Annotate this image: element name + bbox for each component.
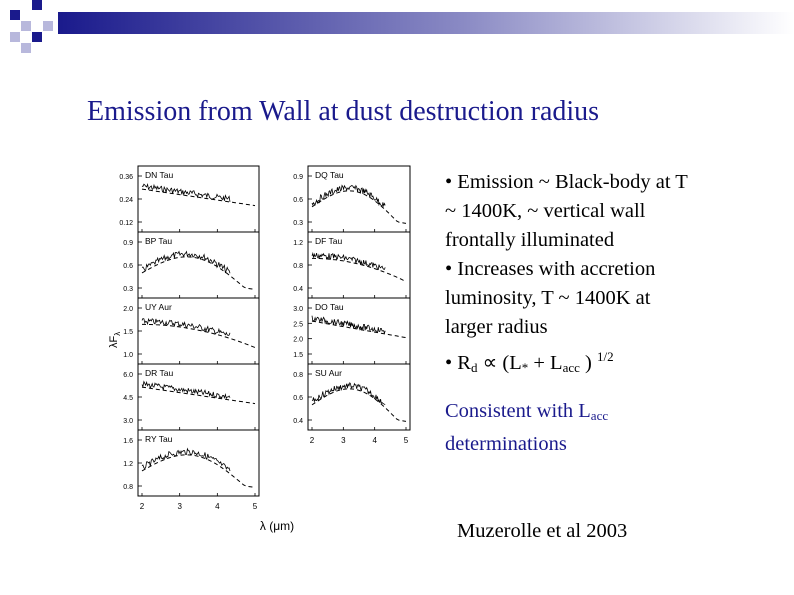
panel-label: DR Tau (145, 368, 173, 378)
spectrum-curve (312, 316, 406, 334)
spectrum-curve (142, 184, 255, 202)
deco-square (21, 43, 31, 53)
x-tick-label: 2 (140, 502, 145, 511)
x-tick-label: 3 (177, 502, 182, 511)
deco-square (10, 10, 20, 20)
y-tick-label: 6.0 (123, 372, 133, 379)
x-tick-label: 4 (372, 436, 377, 445)
model-curve (311, 190, 407, 224)
consistent-note: Consistent with Lacc determinations (445, 397, 608, 459)
consistent-sub: acc (590, 408, 609, 423)
panel-label: RY Tau (145, 434, 173, 444)
model-curve (142, 323, 256, 348)
y-tick-label: 3.0 (293, 306, 303, 313)
y-tick-label: 0.8 (123, 484, 133, 491)
y-tick-label: 0.6 (293, 197, 303, 204)
bullet-line: ~ 1400K, ~ vertical wall (445, 200, 646, 222)
model-curve (311, 388, 407, 422)
y-tick-label: 0.36 (119, 174, 133, 181)
sed-figure: DN Tau 0.36 0.24 0.12 BP Tau 0.9 0.6 0.3 UY Aur 2… (108, 165, 411, 533)
corner-decoration (10, 0, 794, 53)
x-tick-label: 4 (215, 502, 220, 511)
y-tick-label: 2.0 (293, 337, 303, 344)
y-tick-label: 1.2 (293, 240, 303, 247)
bullet-formula: • Rd ∝ (L* + Lacc ) 1/2 (445, 342, 745, 382)
y-tick-label: 4.5 (123, 395, 133, 402)
top-bar (58, 12, 794, 34)
y-tick-label: 0.3 (293, 220, 303, 227)
panel-label: SU Aur (315, 368, 342, 378)
spectrum-curve (142, 319, 255, 348)
formula-acc-sub: acc (562, 360, 580, 375)
model-curve (141, 256, 256, 290)
spectrum-curve (142, 449, 255, 490)
formula-close: ) (579, 352, 592, 374)
model-curve (141, 454, 256, 488)
y-tick-label: 0.8 (293, 263, 303, 270)
y-tick-label: 0.4 (293, 418, 303, 425)
panel-label: DF Tau (315, 236, 343, 246)
y-tick-label: 1.6 (123, 438, 133, 445)
formula-exponent: 1/2 (596, 349, 614, 364)
formula-r: • R (445, 352, 471, 374)
panel-label: DN Tau (145, 170, 173, 180)
y-tick-label: 0.9 (293, 174, 303, 181)
y-tick-label: 0.6 (293, 395, 303, 402)
y-tick-label: 0.12 (119, 220, 133, 227)
formula-r-sub: d (470, 360, 478, 375)
model-curve (141, 188, 256, 207)
bullet-line: larger radius (445, 316, 548, 338)
y-axis-label: λFλ (108, 332, 122, 348)
y-tick-label: 1.5 (293, 352, 303, 359)
bullet-line: • Emission ~ Black-body at T (445, 171, 688, 193)
deco-square (32, 0, 42, 10)
bullet-line: luminosity, T ~ 1400K at (445, 287, 651, 309)
panel-label: BP Tau (145, 236, 172, 246)
panel-label: DO Tau (315, 302, 344, 312)
y-tick-label: 1.0 (123, 352, 133, 359)
y-tick-label: 0.6 (123, 263, 133, 270)
x-axis-label: λ (μm) (260, 519, 294, 533)
deco-square (43, 21, 53, 31)
deco-square (10, 32, 20, 42)
spectrum-curve (142, 252, 255, 287)
deco-square (21, 21, 31, 31)
deco-square (32, 32, 42, 42)
y-tick-label: 0.9 (123, 240, 133, 247)
bullet-list: • Emission ~ Black-body at T ~ 1400K, ~ … (445, 168, 745, 382)
y-tick-label: 0.24 (119, 197, 133, 204)
spectrum-curve (312, 186, 406, 220)
model-curve (311, 320, 407, 339)
formula-star-sub: * (521, 360, 529, 375)
y-tick-label: 0.4 (293, 286, 303, 293)
x-tick-label: 5 (404, 436, 409, 445)
y-tick-label: 2.5 (293, 321, 303, 328)
consistent-line2: determinations (445, 433, 567, 455)
y-tick-label: 3.0 (123, 418, 133, 425)
spectrum-curve (312, 253, 406, 272)
y-tick-label: 0.3 (123, 286, 133, 293)
panel-label: UY Aur (145, 302, 172, 312)
formula-mid: ∝ (L (477, 352, 522, 374)
citation: Muzerolle et al 2003 (457, 520, 628, 542)
consistent-line: Consistent with Lacc (445, 397, 608, 430)
model-curve (141, 386, 256, 405)
formula-plus: + L (528, 352, 563, 374)
y-tick-label: 0.8 (293, 372, 303, 379)
x-tick-label: 2 (310, 436, 315, 445)
y-tick-label: 2.0 (123, 306, 133, 313)
consistent-text: Consistent with L (445, 400, 591, 422)
x-tick-label: 3 (341, 436, 346, 445)
model-curve (312, 257, 407, 282)
spectrum-curve (312, 383, 406, 412)
bullet-line: • Increases with accretion (445, 258, 656, 280)
x-tick-label: 5 (253, 502, 258, 511)
y-tick-label: 1.5 (123, 329, 133, 336)
panel-label: DQ Tau (315, 170, 344, 180)
bullet-line: frontally illuminated (445, 229, 615, 251)
y-axis-label-sub: λ (113, 332, 122, 336)
slide-title: Emission from Wall at dust destruction r… (87, 96, 600, 127)
y-tick-label: 1.2 (123, 461, 133, 468)
